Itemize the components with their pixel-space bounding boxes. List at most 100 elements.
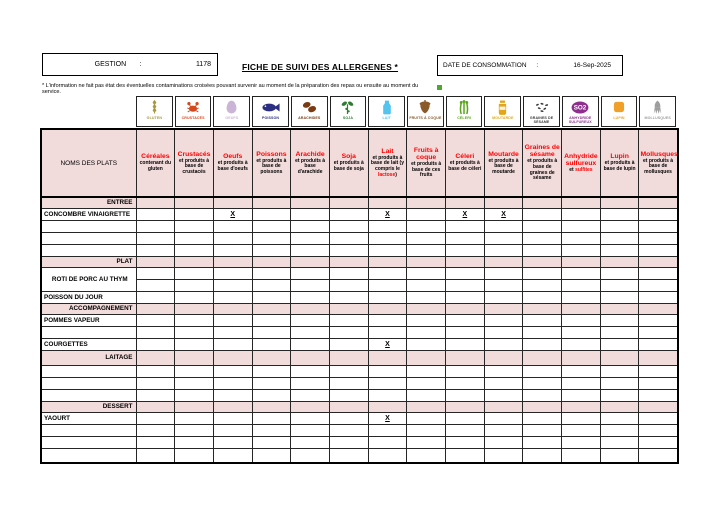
empty-cell	[599, 278, 640, 292]
empty-cell	[367, 376, 408, 390]
allergen-name: Fruits à coque	[413, 146, 439, 162]
allergen-desc: et produits à base de soja	[333, 160, 364, 173]
allergen-desc: et produits à base de lait (y compris le…	[370, 154, 404, 178]
empty-cell	[406, 400, 446, 413]
empty-cell	[212, 219, 253, 233]
empty-cell	[406, 266, 446, 280]
empty-cell	[212, 196, 253, 209]
empty-cell	[328, 243, 369, 257]
empty-cell	[483, 400, 524, 413]
empty-cell	[212, 313, 253, 327]
empty-cell	[328, 411, 369, 425]
date-box: DATE DE CONSOMMATION : 16-Sep-2025	[437, 55, 623, 76]
allergen-name: Lait	[381, 147, 394, 155]
gestion-value: 1178	[195, 61, 211, 68]
allergen-icon-box: POISSON	[252, 96, 289, 127]
empty-cell	[445, 231, 485, 245]
empty-cell	[212, 364, 253, 378]
allergen-icon-box: LAIT	[368, 96, 406, 127]
empty-cell	[561, 302, 601, 315]
empty-cell	[638, 337, 679, 351]
allergen-name: Céleri	[455, 153, 475, 161]
empty-cell	[290, 207, 330, 221]
page-title: FICHE DE SUIVI DES ALLERGENES *	[241, 62, 399, 72]
empty-cell	[561, 337, 601, 351]
empty-cell	[638, 313, 679, 327]
empty-cell	[135, 278, 176, 292]
empty-cell	[638, 400, 679, 413]
empty-cell	[561, 255, 601, 268]
allergen-header-cell: Crustacés et produits à base de crustacés	[174, 128, 214, 198]
empty-cell	[174, 231, 214, 245]
allergen-desc: et produits à base de céleri	[448, 160, 482, 173]
empty-cell	[174, 255, 214, 268]
dish-name-cell	[40, 388, 137, 402]
section-row: PLAT	[40, 255, 679, 268]
empty-cell	[251, 219, 292, 233]
allergen-icon-label: LUPIN	[613, 116, 625, 120]
empty-cell	[522, 364, 563, 378]
soy-icon	[341, 99, 354, 115]
empty-cell	[328, 325, 369, 339]
empty-cell	[483, 337, 524, 351]
empty-cell	[251, 447, 292, 464]
allergen-name: Lupin	[610, 153, 629, 161]
allergen-mark-cell: X	[367, 411, 408, 425]
empty-cell	[328, 219, 369, 233]
allergen-icon-label: SOJA	[342, 116, 354, 120]
empty-cell	[135, 376, 176, 390]
empty-cell	[328, 231, 369, 245]
empty-cell	[638, 411, 679, 425]
empty-cell	[328, 313, 369, 327]
empty-cell	[445, 388, 485, 402]
empty-cell	[599, 376, 640, 390]
empty-cell	[522, 325, 563, 339]
allergen-icon-label: CÉLERI	[457, 116, 471, 120]
allergen-header-cell: Arachide et produits à base d'arachide	[290, 128, 330, 198]
empty-cell	[174, 411, 214, 425]
dish-row: COURGETTES X	[40, 337, 679, 351]
empty-cell	[212, 255, 253, 268]
empty-cell	[406, 411, 446, 425]
empty-cell	[561, 325, 601, 339]
allergen-name: Oeufs	[223, 153, 243, 161]
footnote: * L'information ne fait pas état des éve…	[42, 83, 419, 96]
empty-cell	[638, 266, 679, 280]
noms-des-plats-header: NOMS DES PLATS	[40, 128, 137, 198]
empty-cell	[638, 196, 679, 209]
empty-cell	[290, 411, 330, 425]
empty-cell	[483, 423, 524, 437]
empty-cell	[561, 400, 601, 413]
empty-cell	[212, 423, 253, 437]
dish-row	[40, 219, 679, 233]
dish-row	[40, 364, 679, 378]
empty-cell	[174, 219, 214, 233]
empty-cell	[483, 411, 524, 425]
empty-cell	[135, 423, 176, 437]
empty-cell	[174, 243, 214, 257]
empty-cell	[328, 349, 369, 366]
dish-row	[40, 376, 679, 390]
empty-cell	[599, 388, 640, 402]
empty-cell	[406, 337, 446, 351]
section-label-cell: PLAT	[40, 255, 137, 268]
empty-cell	[561, 196, 601, 209]
empty-cell	[561, 290, 601, 304]
empty-cell	[522, 243, 563, 257]
empty-cell	[328, 207, 369, 221]
allergen-icon-box: SO2 ANHYDRIDE SULFUREUX	[561, 96, 599, 127]
empty-cell	[599, 219, 640, 233]
empty-cell	[406, 313, 446, 327]
dish-name-cell: COURGETTES	[40, 337, 137, 351]
empty-cell	[445, 337, 485, 351]
empty-cell	[174, 313, 214, 327]
empty-cell	[638, 207, 679, 221]
empty-cell	[599, 364, 640, 378]
empty-cell	[406, 219, 446, 233]
empty-cell	[638, 290, 679, 304]
empty-cell	[174, 290, 214, 304]
allergen-desc: et produits à base de moutarde	[488, 157, 519, 175]
empty-cell	[212, 411, 253, 425]
celery-icon	[458, 99, 470, 115]
allergen-icon-label: ARACHIDES	[298, 116, 321, 120]
